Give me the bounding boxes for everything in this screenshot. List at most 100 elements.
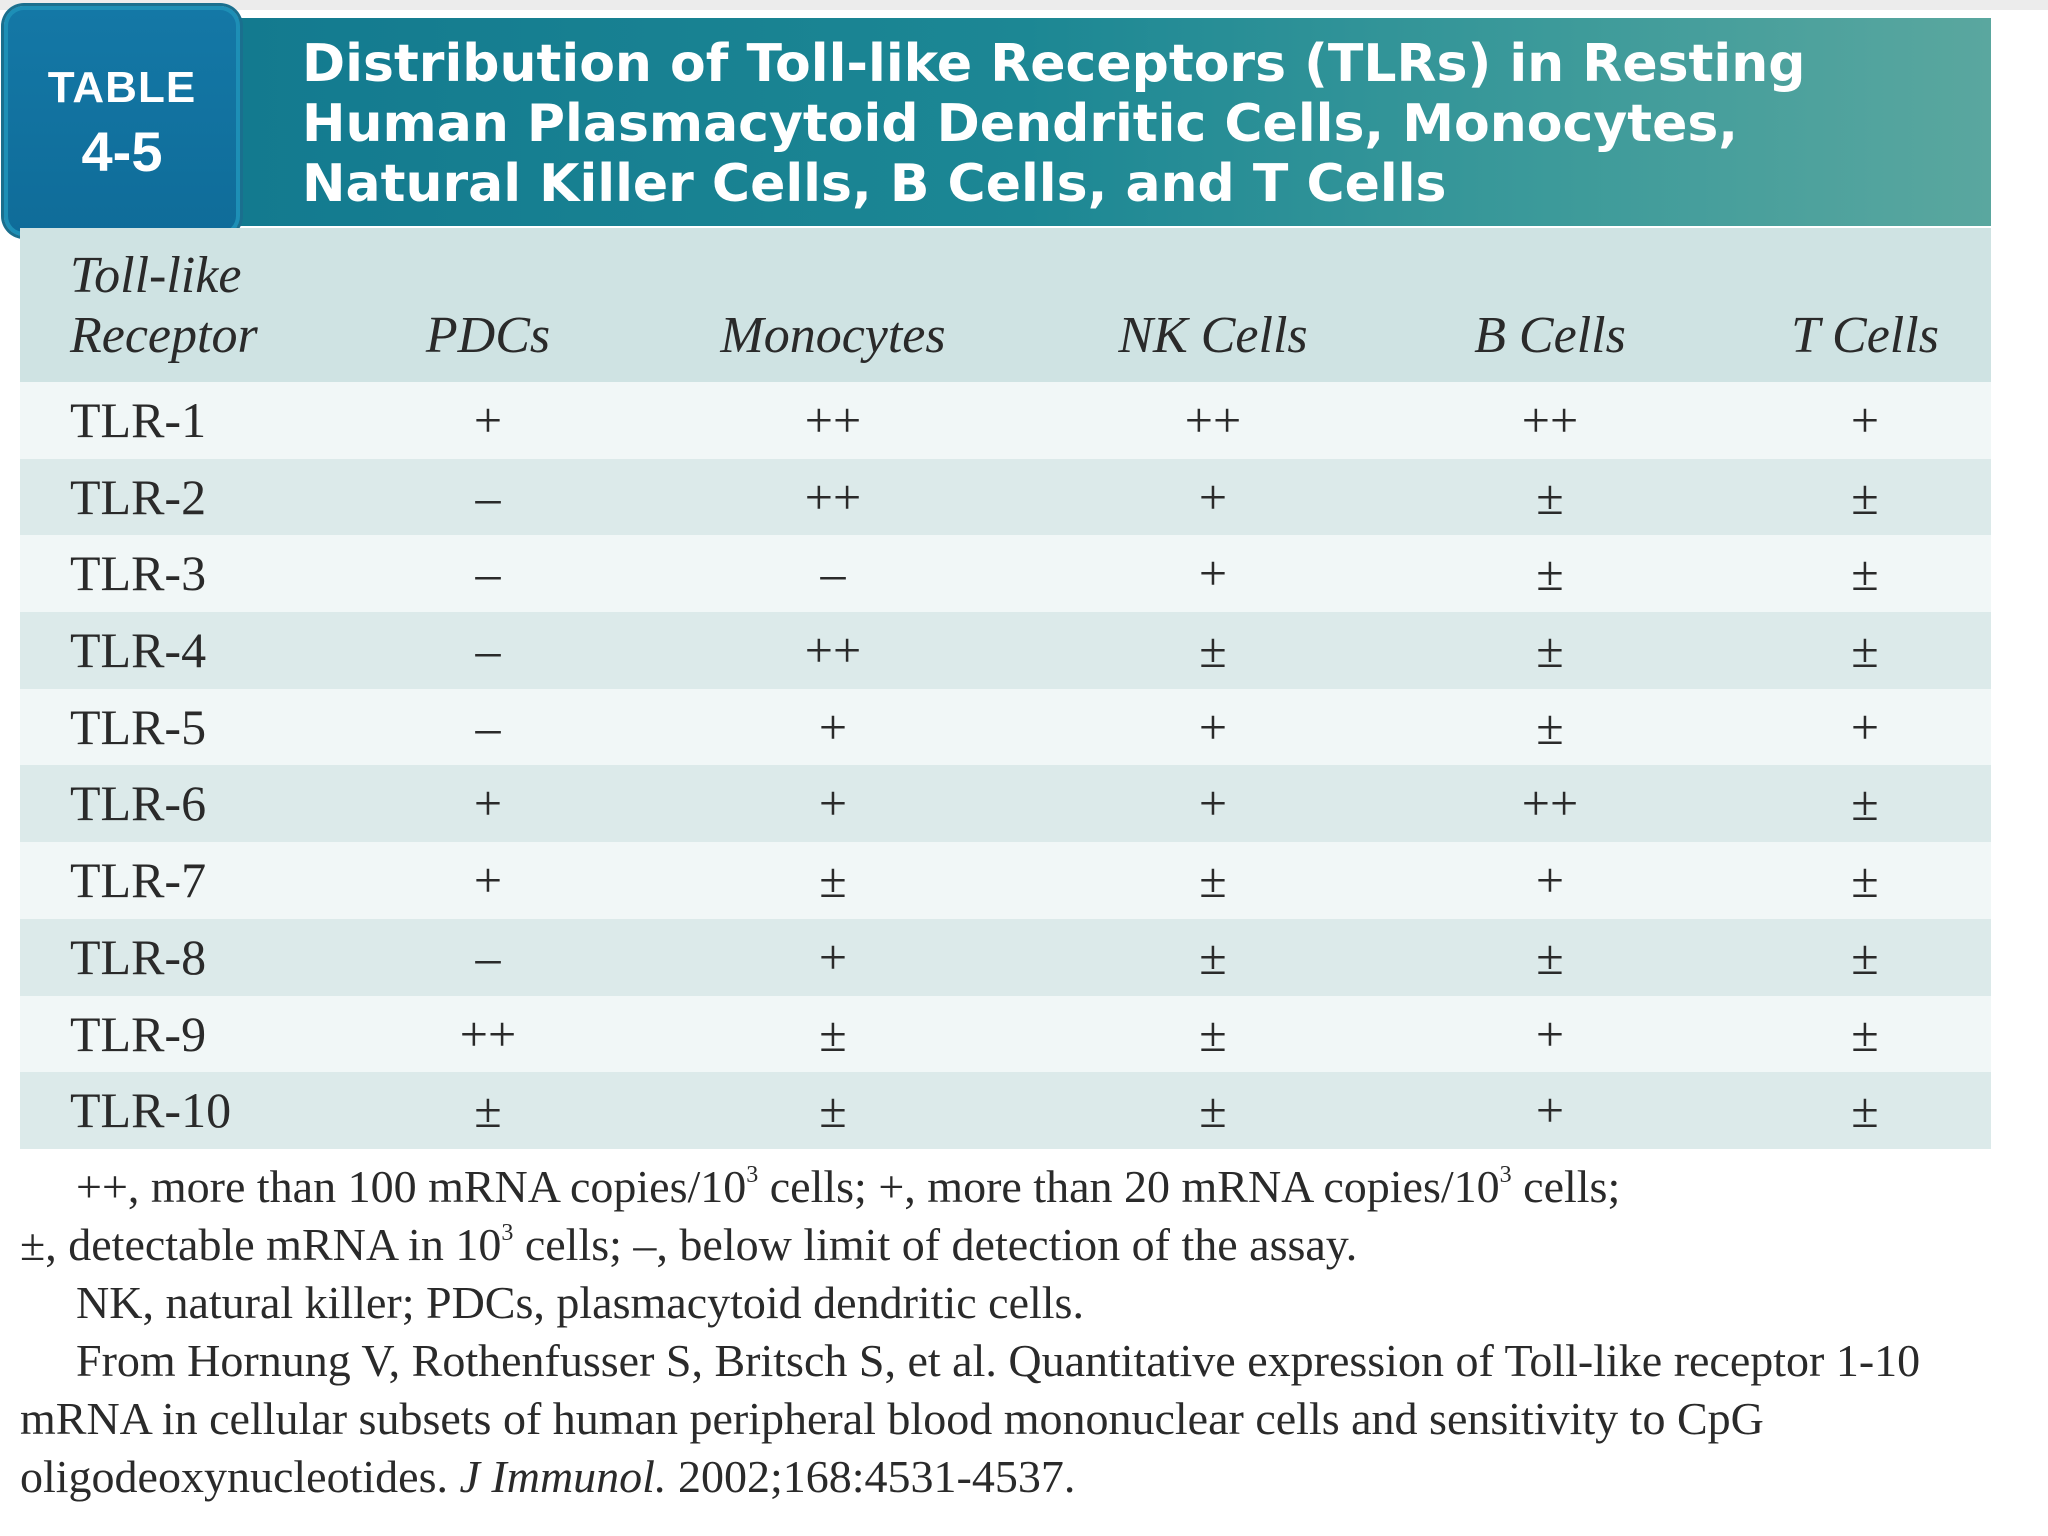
cell-receptor: TLR-3	[70, 545, 207, 602]
footnote-source: From Hornung V, Rothenfusser S, Britsch …	[20, 1332, 1980, 1506]
cell-t-cells: ±	[1851, 928, 1879, 985]
table-number: 4-5	[81, 120, 163, 183]
cell-monocytes: ++	[804, 392, 862, 448]
cell-nk-cells: ±	[1199, 622, 1227, 679]
cell-t-cells: ±	[1851, 545, 1879, 602]
header-b-cells: B Cells	[1474, 307, 1626, 364]
legend-text: ±, detectable mRNA in 10	[20, 1219, 502, 1270]
legend-text: cells; –, below limit of detection of th…	[513, 1219, 1358, 1270]
header-monocytes: Monocytes	[720, 307, 946, 364]
table-row: TLR-2– ++ + ± ±	[20, 458, 1991, 536]
footnote-abbreviations: NK, natural killer; PDCs, plasmacytoid d…	[76, 1277, 1084, 1328]
table-row: TLR-1 + ++ ++ ++ +	[20, 382, 1991, 459]
cell-b-cells: ±	[1536, 545, 1564, 602]
table-row: TLR-10 ± ± ± + ±	[20, 1072, 1991, 1149]
table-row: TLR-5 – + + ± +	[20, 688, 1991, 766]
cell-pdcs: –	[475, 698, 501, 755]
cell-receptor: TLR-2	[70, 468, 207, 525]
header-receptor: Toll-like Receptor	[70, 246, 258, 366]
cell-pdcs: ±	[474, 1082, 502, 1139]
cell-receptor: TLR-6	[70, 775, 207, 832]
cell-b-cells: ±	[1536, 622, 1564, 679]
top-edge-line	[0, 0, 2048, 10]
cell-receptor: TLR-4	[70, 622, 207, 679]
cell-pdcs: ++	[459, 1005, 517, 1062]
cell-b-cells: ++	[1521, 392, 1579, 448]
table-row: TLR-8 – + ± ± ±	[20, 918, 1991, 996]
legend-text: ++, more than 100 mRNA copies/10	[76, 1161, 747, 1212]
cell-pdcs: –	[475, 928, 501, 985]
table-title: Distribution of Toll-like Receptors (TLR…	[302, 34, 1952, 214]
cell-receptor: TLR-8	[70, 928, 207, 985]
source-journal: J Immunol.	[459, 1451, 667, 1502]
header-receptor-line-2: Receptor	[70, 307, 258, 364]
superscript: 3	[501, 1220, 514, 1246]
cell-t-cells: ±	[1851, 852, 1879, 909]
footnote-legend-1: ++, more than 100 mRNA copies/103 cells;…	[20, 1158, 1980, 1216]
cell-nk-cells: +	[1198, 545, 1228, 602]
table-row: TLR-6 + + + ++ ±	[20, 765, 1991, 843]
cell-nk-cells: ±	[1199, 852, 1227, 909]
cell-b-cells: ±	[1536, 698, 1564, 755]
cell-receptor: TLR-7	[70, 852, 207, 909]
cell-pdcs: –	[475, 468, 501, 525]
cell-t-cells: ±	[1851, 622, 1879, 679]
table-row: TLR-7 + ± ± + ±	[20, 842, 1991, 919]
superscript: 3	[1499, 1162, 1512, 1188]
cell-t-cells: +	[1850, 392, 1880, 448]
cell-pdcs: +	[473, 775, 503, 832]
cell-monocytes: ±	[819, 852, 847, 909]
cell-nk-cells: ±	[1199, 928, 1227, 985]
legend-text: cells;	[1511, 1161, 1621, 1212]
source-text: 2002;168:4531-4537.	[666, 1451, 1076, 1502]
footnote-legend-2: ±, detectable mRNA in 103 cells; –, belo…	[20, 1216, 1980, 1274]
cell-b-cells: +	[1535, 852, 1565, 909]
table-footnotes: ++, more than 100 mRNA copies/103 cells;…	[20, 1158, 1980, 1506]
cell-b-cells: +	[1535, 1082, 1565, 1139]
title-line-2: Human Plasmacytoid Dendritic Cells, Mono…	[302, 94, 1739, 154]
table-row: TLR-3 – – + ± ±	[20, 535, 1991, 613]
cell-receptor: TLR-1	[70, 392, 207, 448]
cell-b-cells: ±	[1536, 468, 1564, 525]
cell-monocytes: –	[820, 545, 846, 602]
cell-monocytes: +	[818, 775, 848, 832]
legend-text: cells; +, more than 20 mRNA copies/10	[758, 1161, 1500, 1212]
table-row: TLR-4 – ++ ± ± ±	[20, 612, 1991, 689]
title-banner	[235, 18, 1991, 226]
cell-t-cells: ±	[1851, 775, 1879, 832]
cell-monocytes: ±	[819, 1005, 847, 1062]
cell-pdcs: –	[475, 545, 501, 602]
table-label: TABLE	[47, 63, 197, 112]
header-receptor-line-1: Toll-like	[70, 247, 242, 304]
cell-t-cells: ±	[1851, 1005, 1879, 1062]
cell-nk-cells: +	[1198, 775, 1228, 832]
cell-pdcs: –	[475, 622, 501, 679]
cell-monocytes: ±	[819, 1082, 847, 1139]
cell-t-cells: +	[1850, 698, 1880, 755]
cell-receptor: TLR-10	[70, 1082, 232, 1139]
cell-monocytes: +	[818, 928, 848, 985]
cell-nk-cells: +	[1198, 698, 1228, 755]
header-nk-cells: NK Cells	[1118, 307, 1308, 364]
cell-t-cells: ±	[1851, 468, 1879, 525]
header-pdcs: PDCs	[425, 307, 551, 364]
cell-nk-cells: +	[1198, 468, 1228, 525]
table-header-row: Toll-like Receptor PDCs Monocytes NK Cel…	[20, 228, 1991, 382]
cell-receptor: TLR-5	[70, 698, 207, 755]
cell-nk-cells: ±	[1199, 1082, 1227, 1139]
cell-pdcs: +	[473, 392, 503, 448]
cell-nk-cells: ++	[1184, 392, 1242, 448]
cell-monocytes: +	[818, 698, 848, 755]
title-line-3: Natural Killer Cells, B Cells, and T Cel…	[302, 154, 1447, 214]
table-body: TLR-1 + ++ ++ ++ + TLR-2– ++ + ± ± TLR-3– – + ± ± TLR-4–…	[20, 382, 1991, 1149]
cell-pdcs: +	[473, 852, 503, 909]
superscript: 3	[746, 1162, 759, 1188]
cell-b-cells: ±	[1536, 928, 1564, 985]
table-row: TLR-9 ++ ± ± + ±	[20, 995, 1991, 1073]
table-number-tab: TABLE 4-5	[4, 6, 240, 236]
header-t-cells: T Cells	[1791, 307, 1939, 364]
cell-t-cells: ±	[1851, 1082, 1879, 1139]
cell-nk-cells: ±	[1199, 1005, 1227, 1062]
cell-monocytes: ++	[804, 468, 862, 525]
cell-receptor: TLR-9	[70, 1005, 207, 1062]
